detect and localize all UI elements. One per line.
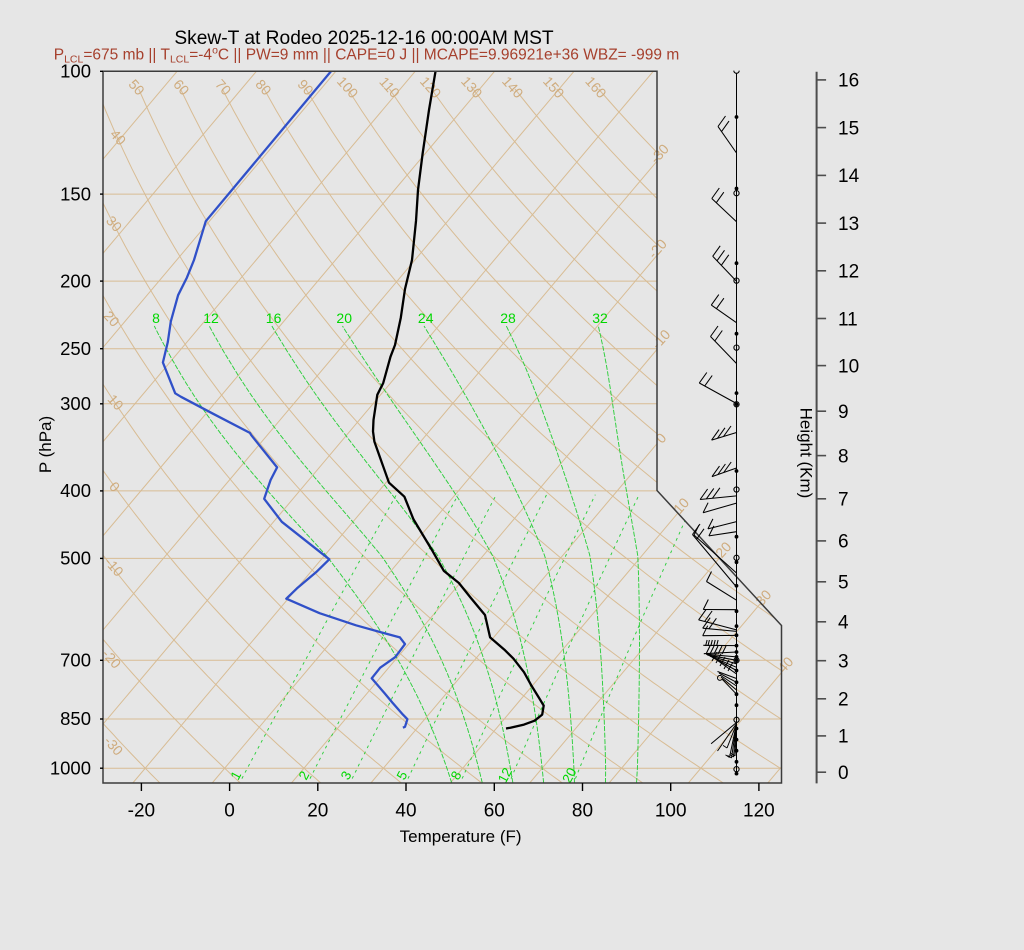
svg-text:15: 15: [838, 118, 859, 139]
svg-text:PLCL=675 mb || TLCL=-4oC || PW: PLCL=675 mb || TLCL=-4oC || PW=9 mm || C…: [54, 45, 680, 66]
svg-text:80: 80: [572, 801, 593, 822]
svg-text:16: 16: [266, 310, 282, 326]
svg-text:7: 7: [838, 490, 849, 511]
svg-text:500: 500: [60, 548, 91, 569]
svg-text:100: 100: [60, 61, 91, 82]
svg-text:P (hPa): P (hPa): [36, 416, 55, 473]
svg-text:40: 40: [395, 801, 416, 822]
svg-text:700: 700: [60, 650, 91, 671]
svg-text:-20: -20: [128, 801, 155, 822]
svg-text:4: 4: [838, 613, 849, 634]
svg-text:1: 1: [838, 727, 849, 748]
svg-text:0: 0: [224, 801, 235, 822]
svg-text:6: 6: [838, 532, 849, 553]
svg-text:12: 12: [495, 765, 515, 785]
svg-text:8: 8: [838, 446, 849, 467]
svg-text:16: 16: [838, 71, 859, 92]
svg-text:8: 8: [152, 310, 160, 326]
svg-text:2: 2: [838, 690, 849, 711]
svg-text:20: 20: [336, 310, 352, 326]
svg-text:60: 60: [484, 801, 505, 822]
svg-text:3: 3: [838, 652, 849, 673]
svg-text:100: 100: [655, 801, 687, 822]
svg-text:32: 32: [592, 310, 608, 326]
svg-text:9: 9: [838, 402, 849, 423]
svg-text:120: 120: [743, 801, 775, 822]
svg-text:1000: 1000: [50, 757, 91, 778]
svg-text:850: 850: [60, 708, 91, 729]
svg-text:28: 28: [500, 310, 516, 326]
svg-text:400: 400: [60, 480, 91, 501]
svg-text:20: 20: [559, 765, 579, 785]
svg-text:Skew-T at Rodeo 2025-12-16 00:: Skew-T at Rodeo 2025-12-16 00:00AM MST: [174, 28, 554, 49]
svg-text:Height (Km): Height (Km): [796, 408, 815, 499]
svg-text:250: 250: [60, 338, 91, 359]
svg-text:10: 10: [838, 356, 859, 377]
svg-text:11: 11: [838, 309, 858, 330]
svg-text:150: 150: [60, 183, 91, 204]
svg-text:Temperature (F): Temperature (F): [400, 827, 522, 846]
svg-text:300: 300: [60, 393, 91, 414]
svg-text:12: 12: [838, 262, 859, 283]
svg-text:5: 5: [838, 573, 849, 594]
svg-text:20: 20: [307, 801, 328, 822]
svg-text:24: 24: [418, 310, 434, 326]
svg-text:13: 13: [838, 214, 859, 235]
svg-text:14: 14: [838, 166, 860, 187]
svg-text:12: 12: [203, 310, 219, 326]
svg-text:200: 200: [60, 270, 91, 291]
svg-text:0: 0: [838, 763, 849, 784]
